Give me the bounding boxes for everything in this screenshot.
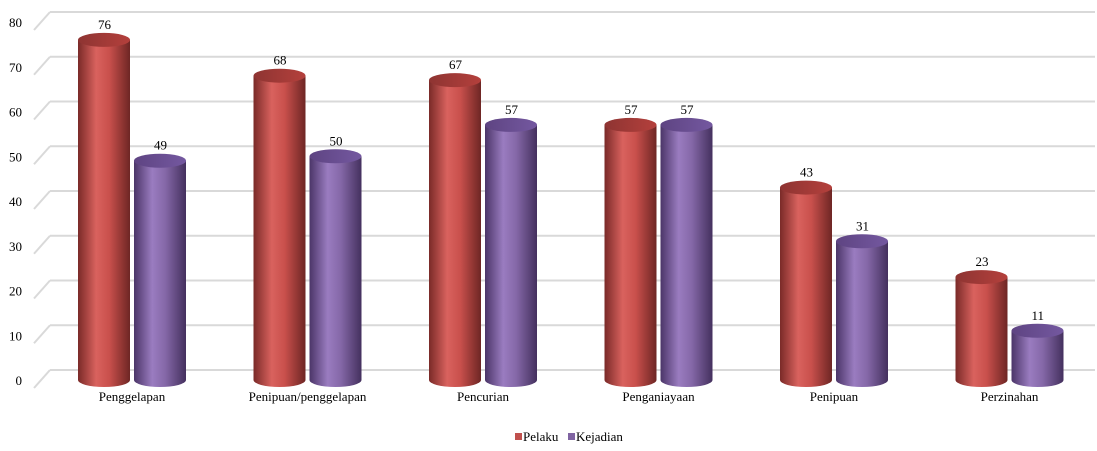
data-label: 76 — [98, 17, 112, 32]
bar-kejadian-penipuan-penggelapan — [309, 149, 362, 388]
data-label: 67 — [449, 57, 463, 72]
bar-top — [309, 149, 362, 164]
y-tick-label: 70 — [9, 60, 22, 75]
bar-top — [660, 117, 713, 132]
bar-kejadian-penggelapan — [134, 153, 186, 387]
x-category-label: Penipuan — [810, 389, 859, 404]
bar-kejadian-perzinahan — [1011, 323, 1064, 388]
bar-top — [1011, 323, 1064, 338]
y-tick-label: 10 — [9, 328, 22, 343]
bar-kejadian-penipuan — [836, 234, 888, 387]
bar-kejadian-pencurian — [485, 117, 537, 388]
bar-body — [780, 187, 832, 387]
bar-pelaku-pencurian — [429, 73, 481, 388]
grid-line-diagonal — [33, 235, 51, 255]
bar-pelaku-penganiayaan — [604, 117, 657, 388]
bar-body — [134, 160, 186, 387]
bar-body — [429, 80, 481, 388]
bar-top — [78, 32, 130, 47]
x-axis-category-labels: Penggelapan Penipuan/penggelapan Pencurian… — [99, 389, 1039, 404]
x-category-label: Penganiayaan — [622, 389, 695, 404]
bar-body — [955, 277, 1008, 388]
bar-body — [485, 124, 537, 388]
grid-line-diagonal — [33, 324, 51, 344]
bar-top — [604, 117, 657, 132]
data-label: 57 — [505, 102, 519, 117]
bar-top — [955, 270, 1008, 285]
x-category-label: Pencurian — [457, 389, 509, 404]
y-tick-label: 0 — [16, 373, 23, 388]
grid-line-diagonal — [33, 369, 51, 389]
grid-line-diagonal — [33, 56, 51, 76]
x-category-label: Penggelapan — [99, 389, 166, 404]
bar-pelaku-penipuan — [780, 180, 832, 387]
legend-label-kejadian: Kejadian — [576, 429, 623, 444]
data-label: 31 — [856, 218, 869, 233]
bar-body — [836, 241, 888, 387]
legend: Pelaku Kejadian — [515, 429, 623, 444]
grid-line-diagonal — [33, 11, 51, 31]
y-tick-label: 30 — [9, 239, 22, 254]
bar-top — [485, 117, 537, 132]
bar-top — [134, 153, 186, 168]
grid-line-diagonal — [33, 145, 51, 165]
grid-line-diagonal — [33, 190, 51, 210]
bar-body — [1011, 330, 1064, 388]
data-label: 11 — [1032, 308, 1045, 323]
bar-body — [604, 124, 657, 388]
data-label: 57 — [681, 102, 695, 117]
y-tick-label: 40 — [9, 194, 22, 209]
bar-top — [429, 73, 481, 88]
data-labels: 76 49 68 50 67 57 57 57 43 31 23 11 — [98, 17, 1044, 323]
bars — [78, 32, 1064, 388]
data-label: 57 — [625, 102, 639, 117]
y-tick-label: 50 — [9, 149, 22, 164]
x-category-label: Perzinahan — [981, 389, 1039, 404]
data-label: 68 — [274, 53, 287, 68]
data-label: 23 — [976, 254, 989, 269]
data-label: 49 — [154, 138, 167, 153]
legend-label-pelaku: Pelaku — [523, 429, 559, 444]
bar-body — [253, 75, 306, 388]
bar-body — [78, 39, 130, 388]
bar-top — [253, 68, 306, 83]
grid-line-diagonal — [33, 100, 51, 121]
y-tick-label: 20 — [9, 284, 22, 299]
data-label: 43 — [800, 165, 813, 180]
y-tick-label: 60 — [9, 105, 22, 120]
data-label: 50 — [330, 133, 343, 148]
y-axis-tick-labels: 0 10 20 30 40 50 60 70 80 — [9, 15, 22, 388]
grid-line-diagonal — [33, 279, 51, 300]
bar-pelaku-perzinahan — [955, 270, 1008, 388]
x-category-label: Penipuan/penggelapan — [249, 389, 367, 404]
bar-body — [660, 124, 713, 388]
y-tick-label: 80 — [9, 15, 22, 30]
bar-top — [780, 180, 832, 195]
legend-swatch-pelaku — [515, 433, 522, 440]
grid-lines — [33, 11, 1095, 389]
bar-body — [309, 156, 362, 388]
bar-pelaku-penipuan-penggelapan — [253, 68, 306, 388]
bar-kejadian-penganiayaan — [660, 117, 713, 388]
bar-pelaku-penggelapan — [78, 32, 130, 388]
bar-top — [836, 234, 888, 249]
legend-swatch-kejadian — [568, 433, 575, 440]
